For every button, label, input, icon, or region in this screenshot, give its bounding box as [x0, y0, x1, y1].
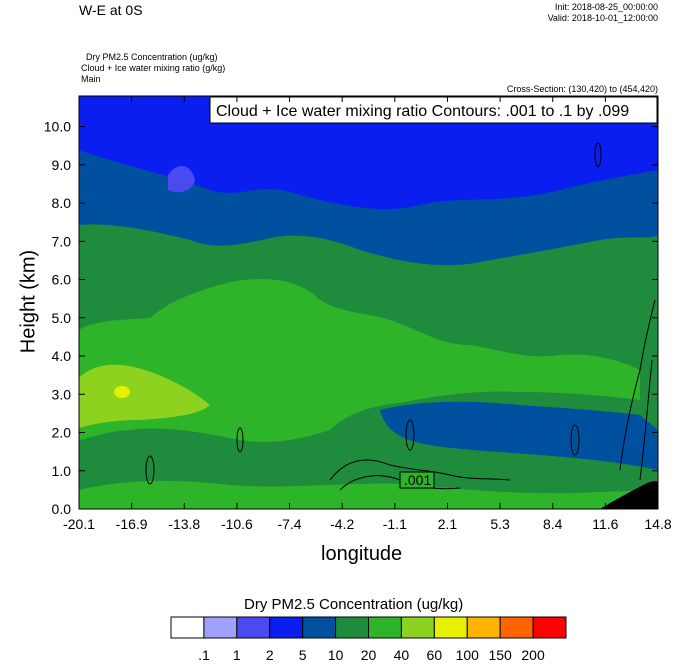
contour-label: .001 [404, 472, 431, 488]
x-tick-label: 14.8 [644, 516, 671, 532]
colorbar-swatch [203, 616, 238, 639]
x-tick-label: 5.3 [490, 516, 510, 532]
field-peak-yellow [114, 386, 130, 398]
colorbar-level-label: 10 [328, 647, 344, 663]
y-axis: 0.0 1.0 2.0 3.0 4.0 5.0 6.0 7.0 8.0 9.0 10.0 [44, 119, 658, 517]
x-axis: -20.1 -16.9 -13.8 -10.6 -7.4 -4.2 -1.1 2.1 5.3 8.… [63, 96, 672, 532]
variable-label-pm25: Dry PM2.5 Concentration (ug/kg) [86, 52, 218, 62]
colorbar-level-label: .1 [198, 647, 210, 663]
x-axis-label: longitude [321, 543, 403, 565]
contour-label-box [399, 471, 435, 489]
y-tick-label: 9.0 [52, 157, 72, 173]
cross-section-label: Cross-Section: (130,420) to (454,420) [506, 84, 658, 94]
field-patch-lightblue [168, 165, 195, 193]
y-tick-label: 4.0 [52, 348, 72, 364]
x-tick-label: -4.2 [330, 516, 354, 532]
y-tick-label: 0.0 [52, 501, 72, 517]
variable-label-cloud: Cloud + Ice water mixing ratio (g/kg) [81, 63, 226, 73]
colorbar-level-label: 60 [427, 647, 443, 663]
contour-line [236, 427, 244, 453]
colorbar-level-label: 1 [233, 647, 241, 663]
x-tick-label: -1.1 [383, 516, 407, 532]
colorbar-level-label: 2 [266, 647, 274, 663]
colorbar-swatch [532, 616, 567, 639]
colorbar-swatch [269, 616, 304, 639]
cloud-contours [145, 142, 656, 491]
y-tick-label: 10.0 [44, 119, 71, 135]
y-tick-label: 7.0 [52, 233, 72, 249]
contour-line [639, 359, 653, 481]
y-tick-label: 6.0 [52, 272, 72, 288]
x-tick-label: 2.1 [438, 516, 458, 532]
x-tick-label: 11.6 [592, 516, 618, 532]
colorbar-level-label: 40 [394, 647, 410, 663]
y-axis-label: Height (km) [17, 249, 40, 354]
contour-line [329, 459, 511, 481]
colorbar-level-label: 150 [488, 647, 512, 663]
field-band-green [79, 279, 640, 442]
init-time: Init: 2018-08-25_00:00:00 [554, 2, 658, 12]
plot-title: W-E at 0S [79, 2, 143, 18]
colorbar-swatch [236, 616, 271, 639]
contour-line [570, 424, 580, 456]
field-core-lightgreen [79, 364, 210, 428]
colorbar: .1 1 2 5 10 20 40 60 100 150 200 [170, 616, 567, 663]
colorbar-level-label: 200 [521, 647, 545, 663]
colorbar-swatch [466, 616, 501, 639]
colorbar-swatch [400, 616, 435, 639]
contour-line [619, 299, 656, 471]
colorbar-level-label: 5 [299, 647, 307, 663]
colorbar-swatch [499, 616, 534, 639]
y-tick-label: 3.0 [52, 386, 72, 402]
colorbar-swatch [302, 616, 337, 639]
contour-line [594, 142, 602, 168]
field-pocket-blue [380, 401, 658, 470]
terrain [600, 481, 658, 509]
y-tick-label: 1.0 [52, 463, 72, 479]
contour-line [145, 455, 155, 485]
field-surface-strip [79, 480, 658, 509]
y-tick-label: 2.0 [52, 425, 72, 441]
contour-info-box [209, 96, 658, 124]
contour-line [405, 419, 415, 451]
colorbar-swatch [433, 616, 468, 639]
x-tick-label: -16.9 [116, 516, 148, 532]
x-tick-label: -20.1 [63, 516, 95, 532]
colorbar-swatch [170, 616, 205, 639]
colorbar-title: Dry PM2.5 Concentration (ug/kg) [244, 596, 464, 613]
x-tick-label: -7.4 [277, 516, 301, 532]
x-tick-label: -10.6 [221, 516, 253, 532]
y-tick-label: 5.0 [52, 310, 72, 326]
contour-info-text: Cloud + Ice water mixing ratio Contours:… [216, 103, 629, 120]
pm25-field [79, 96, 658, 509]
colorbar-swatch [335, 616, 370, 639]
variable-label-main: Main [81, 74, 101, 84]
x-tick-label: -13.8 [168, 516, 200, 532]
colorbar-swatch [368, 616, 402, 639]
x-tick-label: 8.4 [543, 516, 563, 532]
plot-frame [78, 95, 659, 510]
colorbar-level-label: 20 [361, 647, 377, 663]
y-tick-label: 8.0 [52, 195, 72, 211]
colorbar-level-label: 100 [456, 647, 480, 663]
valid-time: Valid: 2018-10-01_12:00:00 [547, 13, 658, 23]
